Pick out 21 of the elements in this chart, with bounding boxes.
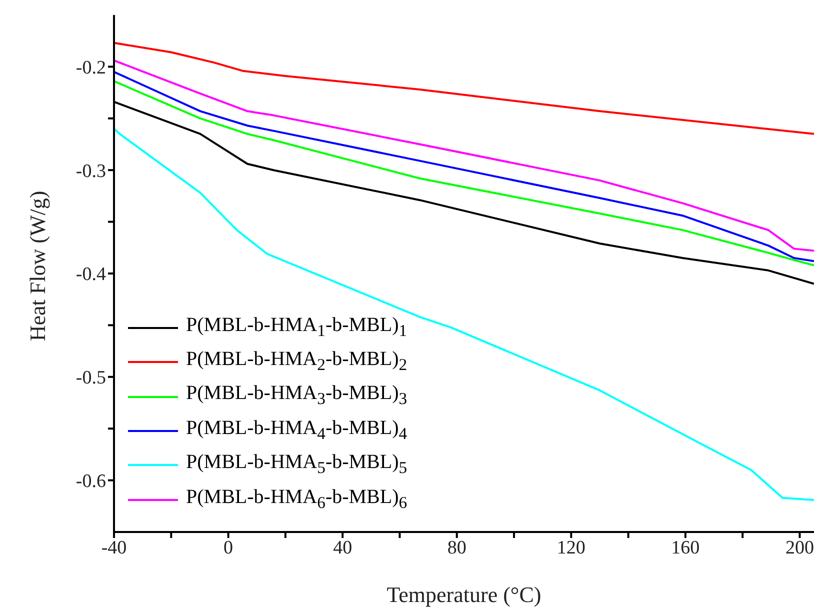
legend-label: P(MBL-b-HMA$_{6}$-b-MBL)$_{6}$ — [186, 484, 408, 514]
y-tick-label: -0.5 — [76, 368, 106, 389]
x-tick-label: 40 — [333, 537, 352, 558]
x-tick-label: 80 — [447, 537, 466, 558]
legend-label: P(MBL-b-HMA$_{4}$-b-MBL)$_{4}$ — [186, 416, 408, 445]
legend-label: P(MBL-b-HMA$_{5}$-b-MBL)$_{5}$ — [186, 450, 408, 480]
y-tick-label: -0.6 — [76, 471, 106, 492]
y-tick-label: -0.2 — [76, 57, 106, 78]
y-tick-label: -0.3 — [76, 160, 106, 182]
x-tick-label: 0 — [224, 537, 234, 558]
legend-label: P(MBL-b-HMA$_{2}$-b-MBL)$_{2}$ — [186, 347, 408, 376]
x-tick-label: 120 — [556, 537, 586, 558]
x-axis-title: Temperature (°C) — [386, 582, 542, 607]
legend-label: P(MBL-b-HMA$_{1}$-b-MBL)$_{1}$ — [186, 312, 408, 342]
x-tick-label: -40 — [101, 537, 127, 558]
line-series — [114, 42, 814, 135]
legend-label: P(MBL-b-HMA$_{3}$-b-MBL)$_{3}$ — [186, 381, 408, 410]
y-axis-title: Heat Flow (W/g) — [25, 190, 51, 342]
x-tick-label: 160 — [671, 537, 700, 558]
x-tick-label: 200 — [785, 537, 814, 558]
y-tick-label: -0.4 — [76, 264, 106, 286]
